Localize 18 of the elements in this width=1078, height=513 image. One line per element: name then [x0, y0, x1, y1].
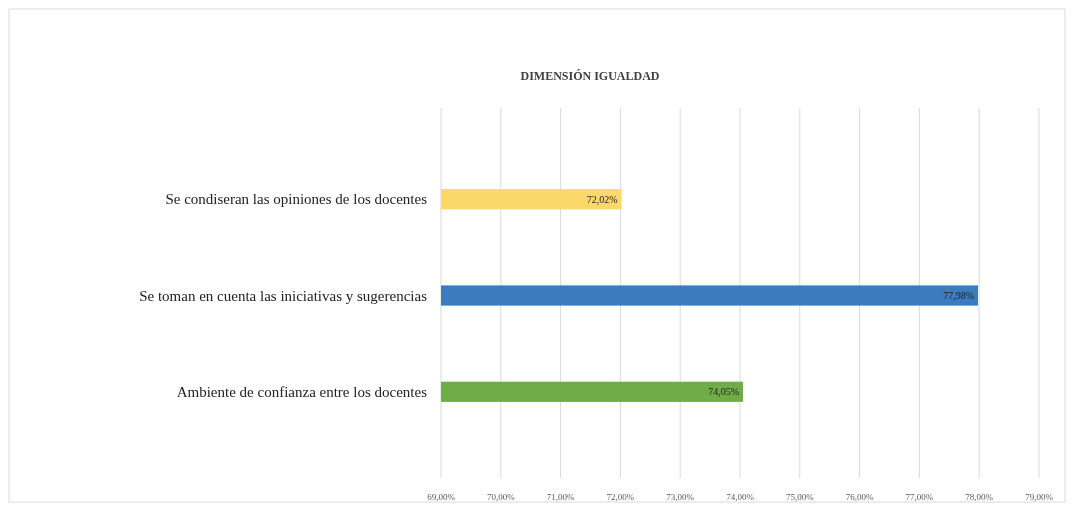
- x-tick-label: 71,00%: [546, 492, 575, 502]
- y-tick-label: Se condiseran las opiniones de los docentes: [165, 191, 428, 208]
- y-tick-label: Ambiente de confianza entre los docentes: [176, 384, 428, 401]
- x-tick-label: 78,00%: [965, 492, 994, 502]
- y-tick-label: Se toman en cuenta las iniciativas y sugerencias: [139, 287, 428, 304]
- x-tick-label: 75,00%: [785, 492, 815, 502]
- data-label: 77,98%: [943, 290, 974, 301]
- x-tick-label: 76,00%: [845, 492, 874, 502]
- data-label: 74,05%: [708, 386, 739, 398]
- x-tick-label: 70,00%: [486, 492, 516, 502]
- data-label: 72,02%: [586, 193, 618, 205]
- x-tick-label: 79,00%: [1025, 492, 1054, 502]
- x-tick-label: 74,00%: [726, 492, 755, 502]
- x-tick-label: 69,00%: [427, 492, 456, 502]
- x-tick-label: 72,00%: [606, 492, 635, 502]
- chart-title: DIMENSIÓN IGUALDAD: [520, 69, 660, 83]
- x-tick-label: 73,00%: [666, 492, 695, 502]
- x-tick-label: 77,00%: [905, 492, 934, 502]
